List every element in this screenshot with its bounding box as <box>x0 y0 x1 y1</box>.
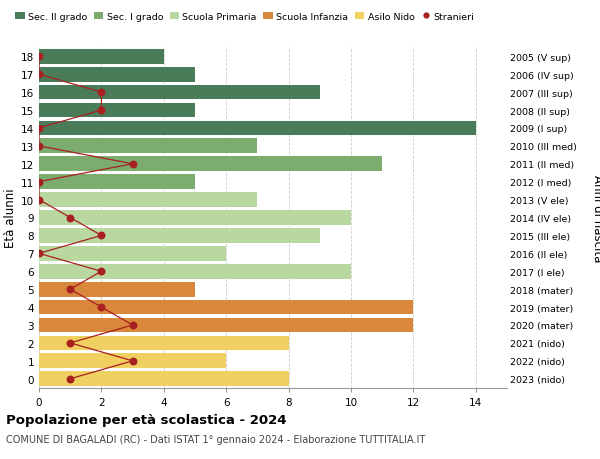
Bar <box>39 50 164 64</box>
Bar <box>39 300 413 315</box>
Point <box>97 232 106 240</box>
Text: Popolazione per età scolastica - 2024: Popolazione per età scolastica - 2024 <box>6 413 287 426</box>
Point <box>65 286 75 293</box>
Point <box>65 340 75 347</box>
Text: COMUNE DI BAGALADI (RC) - Dati ISTAT 1° gennaio 2024 - Elaborazione TUTTITALIA.I: COMUNE DI BAGALADI (RC) - Dati ISTAT 1° … <box>6 434 425 444</box>
Bar <box>39 139 257 154</box>
Bar <box>39 282 195 297</box>
Point <box>97 107 106 114</box>
Point <box>34 196 44 204</box>
Bar <box>39 175 195 190</box>
Bar <box>39 354 226 369</box>
Bar <box>39 336 289 351</box>
Bar <box>39 85 320 100</box>
Bar <box>39 103 195 118</box>
Point <box>97 304 106 311</box>
Point <box>128 322 137 329</box>
Bar <box>39 211 351 225</box>
Point <box>34 143 44 150</box>
Y-axis label: Anni di nascita: Anni di nascita <box>590 174 600 262</box>
Point <box>34 250 44 257</box>
Point <box>97 268 106 275</box>
Bar <box>39 193 257 207</box>
Bar <box>39 229 320 243</box>
Point <box>128 161 137 168</box>
Point <box>65 375 75 383</box>
Bar <box>39 67 195 82</box>
Point <box>128 358 137 365</box>
Bar <box>39 121 476 136</box>
Point <box>34 71 44 78</box>
Y-axis label: Età alunni: Età alunni <box>4 188 17 248</box>
Bar <box>39 246 226 261</box>
Point <box>34 125 44 132</box>
Bar <box>39 318 413 333</box>
Bar <box>39 264 351 279</box>
Legend: Sec. II grado, Sec. I grado, Scuola Primaria, Scuola Infanzia, Asilo Nido, Stran: Sec. II grado, Sec. I grado, Scuola Prim… <box>11 9 478 25</box>
Point <box>34 53 44 61</box>
Bar <box>39 157 382 172</box>
Point <box>97 89 106 96</box>
Bar <box>39 372 289 386</box>
Point <box>34 179 44 186</box>
Point <box>65 214 75 222</box>
